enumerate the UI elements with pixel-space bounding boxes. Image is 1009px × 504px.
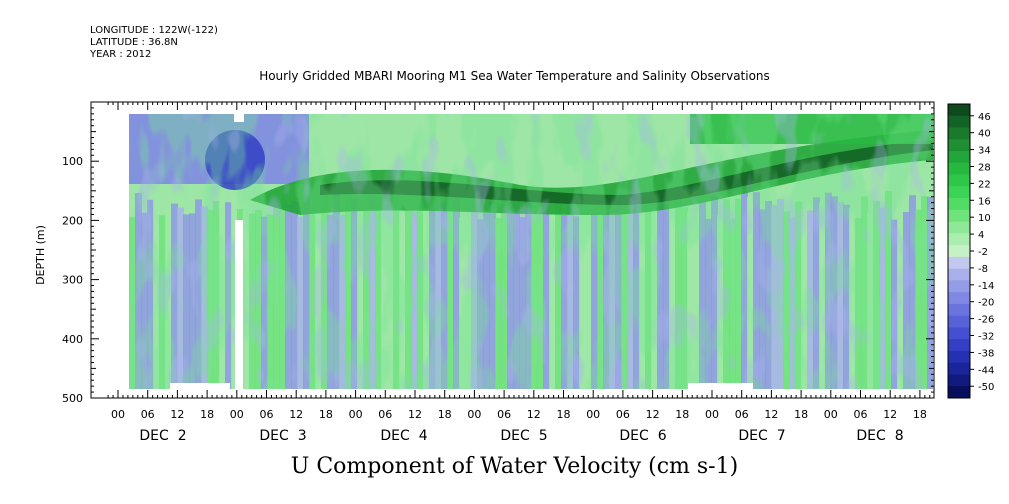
x-day-label: DEC 6	[619, 428, 666, 444]
colorbar-swatch	[948, 139, 970, 152]
colorbar-swatch	[948, 339, 970, 352]
x-hour-label: 12	[170, 408, 184, 421]
colorbar-label: 46	[978, 112, 991, 123]
x-hour-label: 18	[200, 408, 214, 421]
data-gap	[234, 114, 244, 122]
x-day-label: DEC 2	[139, 428, 186, 444]
colorbar-label: 28	[978, 162, 991, 173]
colorbar-swatch	[948, 221, 970, 234]
x-hour-label: 18	[913, 408, 927, 421]
colorbar-swatch	[948, 151, 970, 164]
colorbar-label: -38	[978, 348, 994, 359]
x-hour-label: 06	[497, 408, 511, 421]
colorbar-label: -14	[978, 281, 994, 292]
velocity-field	[129, 114, 933, 389]
latitude-label: LATITUDE : 36.8N	[90, 37, 178, 48]
x-hour-label: 18	[438, 408, 452, 421]
x-hour-label: 12	[646, 408, 660, 421]
x-hour-label: 00	[586, 408, 600, 421]
colorbar-label: 34	[978, 146, 991, 157]
x-axis: 00 06 12 18 00 06 12 18 00 06 12 18 00 06 12 18 00 06 12 18…	[107, 102, 931, 444]
x-hour-label: 18	[794, 408, 808, 421]
colorbar-swatch	[948, 186, 970, 199]
longitude-label: LONGITUDE : 122W(-122)	[90, 25, 218, 36]
colorbar-label: 40	[978, 129, 991, 140]
colorbar-label: 22	[978, 179, 991, 190]
colorbar-swatch	[948, 327, 970, 340]
colorbar-label: 16	[978, 196, 991, 207]
x-hour-label: 12	[883, 408, 897, 421]
y-tick-label: 100	[62, 155, 83, 168]
x-hour-label: 18	[319, 408, 333, 421]
colorbar-swatch	[948, 174, 970, 187]
colorbar-swatch	[948, 198, 970, 211]
x-hour-label: 12	[764, 408, 778, 421]
y-tick-label: 400	[62, 333, 83, 346]
colorbar-label: -8	[978, 264, 988, 275]
colorbar-swatch	[948, 374, 970, 387]
colorbar-swatch	[948, 245, 970, 258]
colorbar-label: 4	[978, 230, 984, 241]
colorbar-label: -32	[978, 332, 994, 343]
x-hour-label: 06	[378, 408, 392, 421]
x-hour-label: 18	[557, 408, 571, 421]
colorbar-swatch	[948, 233, 970, 246]
y-tick-label: 200	[62, 214, 83, 227]
colorbar-swatch	[948, 127, 970, 140]
x-hour-label: 18	[675, 408, 689, 421]
x-hour-label: 00	[349, 408, 363, 421]
y-tick-label: 500	[62, 392, 83, 405]
x-hour-label: 00	[467, 408, 481, 421]
x-day-label: DEC 8	[856, 428, 903, 444]
data-gap	[688, 383, 753, 389]
x-axis-title: U Component of Water Velocity (cm s-1)	[290, 454, 739, 479]
colorbar-swatch	[948, 315, 970, 328]
colorbar-label: -2	[978, 247, 988, 258]
colorbar-swatch	[948, 303, 970, 317]
colorbar-label: 10	[978, 213, 991, 224]
x-hour-label: 00	[230, 408, 244, 421]
colorbar-swatch	[948, 362, 970, 375]
y-tick-label: 300	[62, 274, 83, 287]
colorbar-swatch	[948, 162, 970, 176]
x-day-label: DEC 4	[380, 428, 427, 444]
x-hour-label: 00	[705, 408, 719, 421]
colorbar-label: -50	[978, 382, 994, 393]
x-hour-label: 06	[735, 408, 749, 421]
x-hour-label: 00	[111, 408, 125, 421]
colorbar-swatch	[948, 350, 970, 364]
colorbar-label: -44	[978, 365, 994, 376]
x-hour-label: 06	[141, 408, 155, 421]
colorbar: 46 40 34 28 22 16 10 4 -2 -8 -14 -20 -26 -32 -38 -44 -50	[947, 103, 994, 399]
data-gap	[170, 383, 230, 389]
colorbar-swatch	[948, 268, 970, 281]
year-label: YEAR : 2012	[90, 49, 152, 60]
chart-title: Hourly Gridded MBARI Mooring M1 Sea Wate…	[259, 69, 770, 83]
colorbar-swatch	[948, 256, 970, 270]
x-day-label: DEC 7	[738, 428, 785, 444]
colorbar-label: -26	[978, 315, 994, 326]
colorbar-label: -20	[978, 298, 994, 309]
x-hour-label: 06	[854, 408, 868, 421]
y-axis: 100 200 300 400 500	[62, 101, 934, 405]
x-hour-label: 12	[527, 408, 541, 421]
colorbar-swatch	[948, 280, 970, 293]
colorbar-swatch	[948, 292, 970, 305]
y-axis-label: DEPTH (m)	[34, 225, 47, 285]
colorbar-swatch	[948, 115, 970, 129]
x-hour-label: 12	[408, 408, 422, 421]
colorbar-swatch	[948, 386, 970, 399]
x-day-label: DEC 3	[259, 428, 306, 444]
x-hour-label: 06	[616, 408, 630, 421]
colorbar-swatch	[948, 209, 970, 223]
x-day-label: DEC 5	[500, 428, 547, 444]
x-hour-label: 12	[289, 408, 303, 421]
field-texture-blue	[129, 114, 933, 389]
x-hour-label: 06	[260, 408, 274, 421]
x-hour-label: 00	[824, 408, 838, 421]
data-gap	[235, 220, 243, 389]
colorbar-swatch	[948, 104, 970, 117]
